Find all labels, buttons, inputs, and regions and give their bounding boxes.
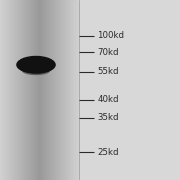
Bar: [63, 0, 64, 180]
Bar: [39, 0, 40, 180]
Text: 40kd: 40kd: [97, 95, 119, 104]
Bar: [54, 0, 55, 180]
Bar: [11, 0, 12, 180]
Bar: [24, 0, 25, 180]
Bar: [35, 0, 36, 180]
Bar: [12, 0, 13, 180]
Bar: [67, 0, 68, 180]
Bar: [52, 0, 53, 180]
Text: 35kd: 35kd: [97, 113, 119, 122]
Bar: [78, 0, 79, 180]
Bar: [18, 0, 19, 180]
Bar: [37, 0, 38, 180]
Bar: [40, 0, 41, 180]
Bar: [56, 0, 57, 180]
Bar: [33, 0, 34, 180]
Bar: [70, 0, 71, 180]
Bar: [59, 0, 60, 180]
Bar: [66, 0, 67, 180]
Bar: [34, 0, 35, 180]
Bar: [53, 0, 54, 180]
Bar: [10, 0, 11, 180]
Bar: [51, 0, 52, 180]
Bar: [4, 0, 5, 180]
Bar: [43, 0, 44, 180]
Ellipse shape: [16, 56, 56, 74]
Bar: [15, 0, 16, 180]
Bar: [21, 0, 22, 180]
Bar: [44, 0, 45, 180]
Bar: [27, 0, 28, 180]
Bar: [58, 0, 59, 180]
Ellipse shape: [22, 67, 50, 75]
Bar: [3, 0, 4, 180]
Bar: [68, 0, 69, 180]
Bar: [76, 0, 77, 180]
Bar: [55, 0, 56, 180]
Bar: [20, 0, 21, 180]
Bar: [49, 0, 50, 180]
Bar: [32, 0, 33, 180]
Bar: [41, 0, 42, 180]
Bar: [13, 0, 14, 180]
Text: 25kd: 25kd: [97, 148, 119, 157]
Bar: [45, 0, 46, 180]
Bar: [47, 0, 48, 180]
Bar: [17, 0, 18, 180]
Bar: [60, 0, 61, 180]
Bar: [50, 0, 51, 180]
Bar: [61, 0, 62, 180]
Bar: [29, 0, 30, 180]
Bar: [7, 0, 8, 180]
Bar: [69, 0, 70, 180]
Bar: [71, 0, 72, 180]
Bar: [38, 0, 39, 180]
Bar: [25, 0, 26, 180]
Bar: [57, 0, 58, 180]
Bar: [36, 0, 37, 180]
Bar: [23, 0, 24, 180]
Bar: [65, 0, 66, 180]
Bar: [48, 0, 49, 180]
Text: 70kd: 70kd: [97, 48, 119, 57]
Bar: [5, 0, 6, 180]
Bar: [9, 0, 10, 180]
Bar: [26, 0, 27, 180]
Bar: [74, 0, 75, 180]
Bar: [2, 0, 3, 180]
Bar: [28, 0, 29, 180]
Bar: [42, 0, 43, 180]
Bar: [62, 0, 63, 180]
Bar: [16, 0, 17, 180]
Bar: [8, 0, 9, 180]
Bar: [64, 0, 65, 180]
Bar: [72, 0, 73, 180]
Bar: [0, 0, 1, 180]
Bar: [30, 0, 31, 180]
Bar: [31, 0, 32, 180]
Text: 55kd: 55kd: [97, 68, 119, 76]
Bar: [73, 0, 74, 180]
Bar: [46, 0, 47, 180]
Bar: [75, 0, 76, 180]
Bar: [14, 0, 15, 180]
Bar: [22, 0, 23, 180]
Bar: [77, 0, 78, 180]
Bar: [6, 0, 7, 180]
Text: 100kd: 100kd: [97, 31, 124, 40]
Bar: [19, 0, 20, 180]
Bar: [1, 0, 2, 180]
